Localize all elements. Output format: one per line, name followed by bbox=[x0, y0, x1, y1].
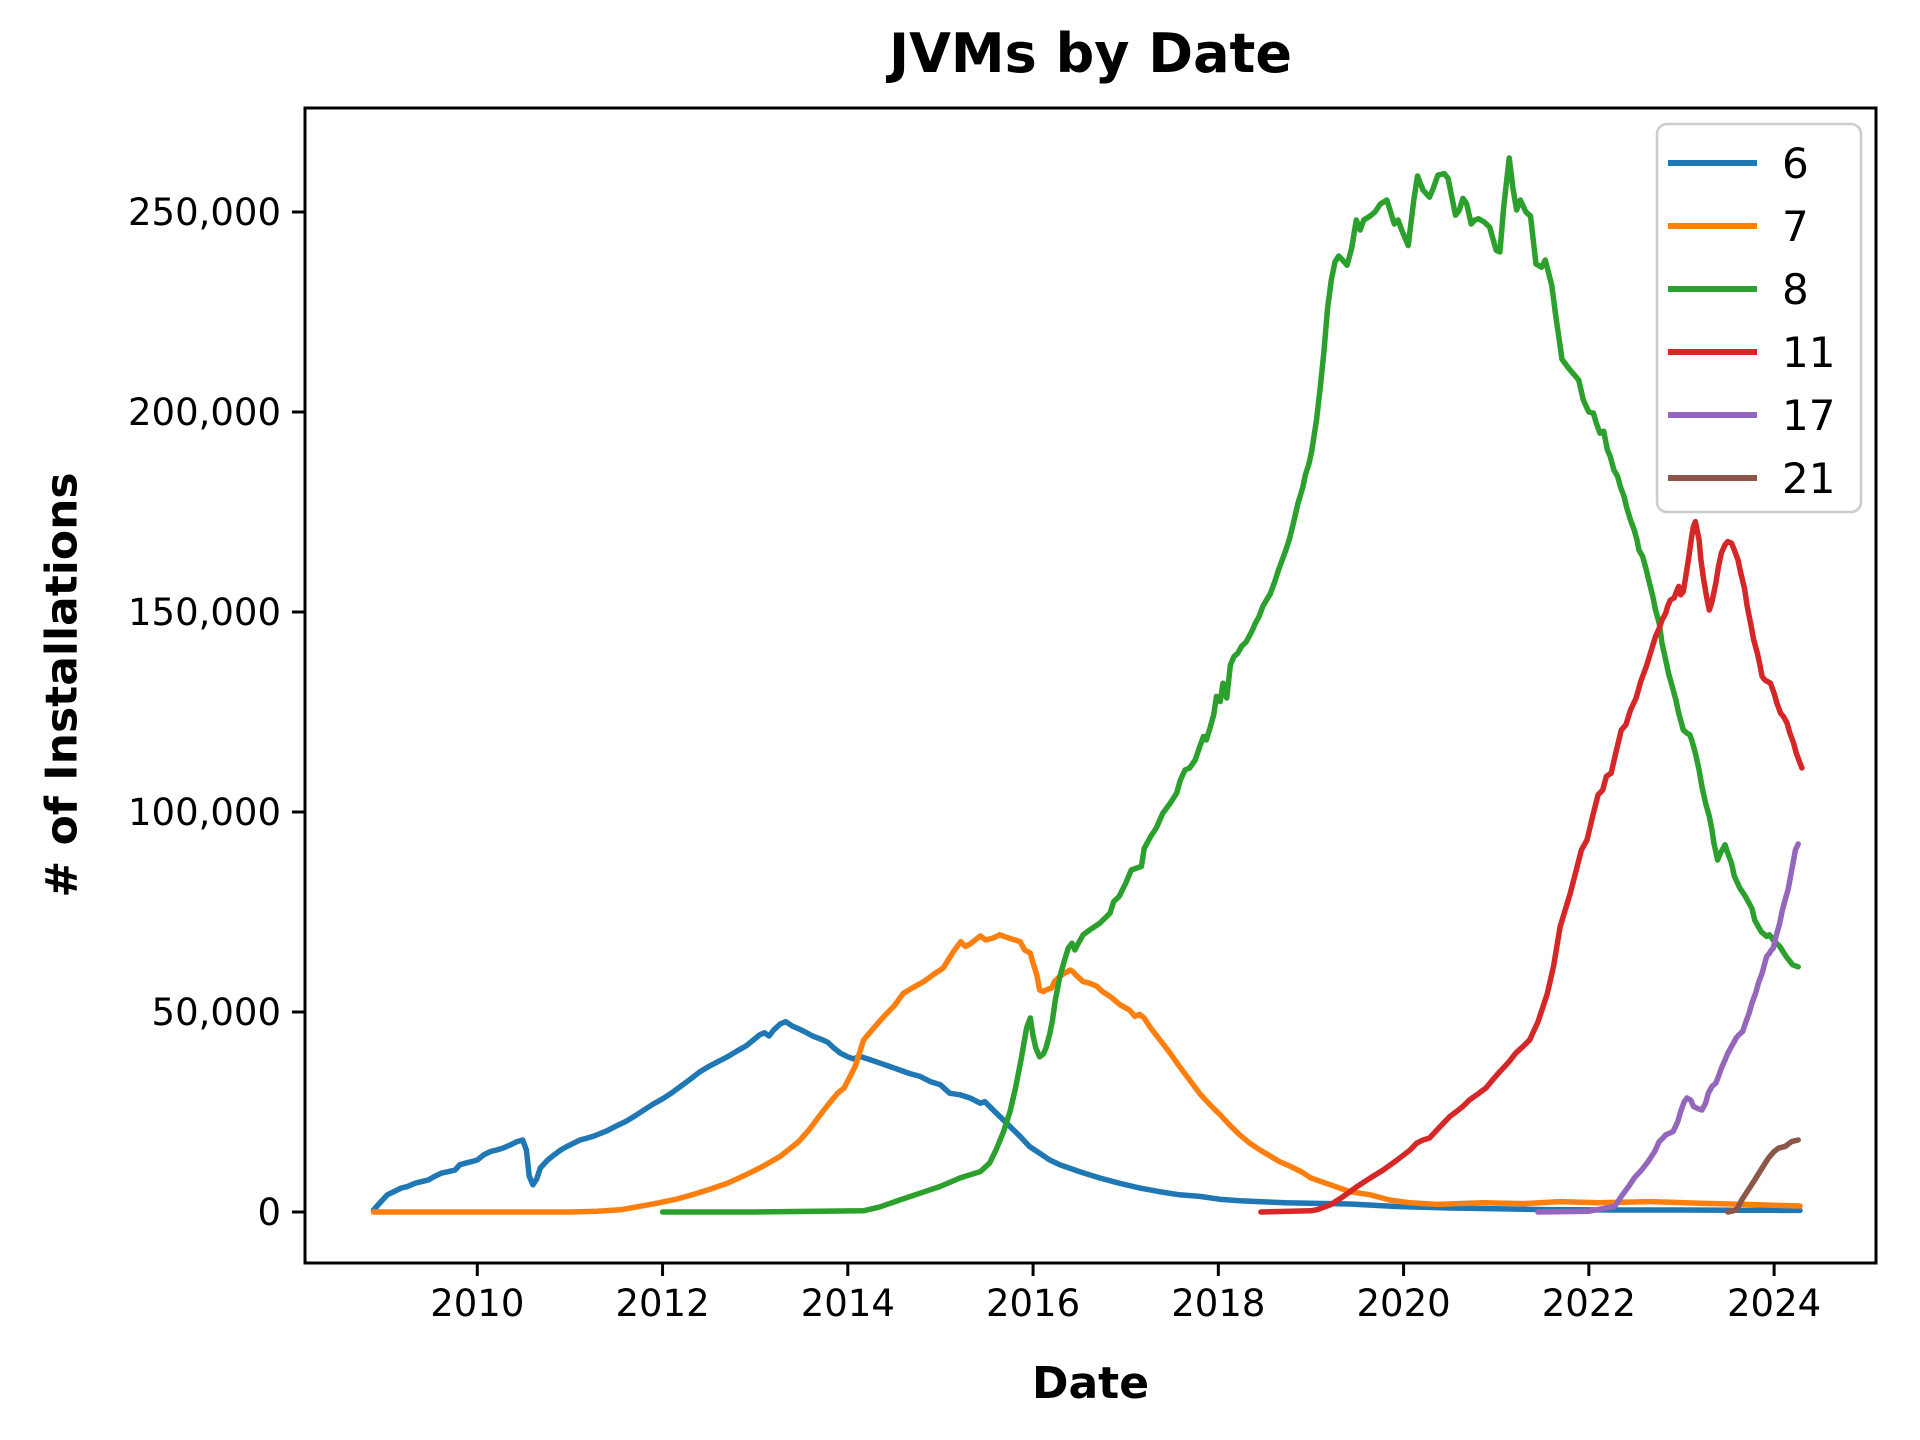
x-tick-label: 2020 bbox=[1357, 1282, 1451, 1325]
y-tick-label: 250,000 bbox=[128, 191, 281, 234]
x-tick-label: 2016 bbox=[986, 1282, 1080, 1325]
axes-frame bbox=[303, 106, 1878, 1265]
y-tick-label: 200,000 bbox=[128, 391, 281, 434]
legend-label-8: 8 bbox=[1782, 265, 1809, 314]
legend-label-7: 7 bbox=[1782, 202, 1809, 251]
x-tick-label: 2010 bbox=[430, 1282, 524, 1325]
legend-label-21: 21 bbox=[1782, 454, 1835, 503]
x-axis-label: Date bbox=[1031, 1358, 1150, 1409]
series-line-21 bbox=[1725, 1137, 1801, 1215]
x-tick-label: 2022 bbox=[1542, 1282, 1636, 1325]
x-tick-label: 2012 bbox=[615, 1282, 709, 1325]
series-line-17 bbox=[1535, 841, 1801, 1215]
series-line-11 bbox=[1258, 518, 1805, 1215]
legend-label-17: 17 bbox=[1782, 391, 1835, 440]
y-tick-label: 50,000 bbox=[152, 991, 281, 1034]
x-tick-label: 2024 bbox=[1727, 1282, 1821, 1325]
series-line-7 bbox=[370, 932, 1803, 1215]
y-tick-label: 100,000 bbox=[128, 791, 281, 834]
y-tick-label: 0 bbox=[257, 1191, 281, 1234]
x-tick-label: 2018 bbox=[1171, 1282, 1265, 1325]
legend-label-11: 11 bbox=[1782, 328, 1835, 377]
series-line-8 bbox=[659, 155, 1801, 1215]
y-tick-label: 150,000 bbox=[128, 591, 281, 634]
legend-label-6: 6 bbox=[1782, 139, 1809, 188]
chart-title: JVMs by Date bbox=[889, 22, 1292, 85]
x-tick-label: 2014 bbox=[801, 1282, 895, 1325]
series-line-6 bbox=[370, 1018, 1803, 1214]
